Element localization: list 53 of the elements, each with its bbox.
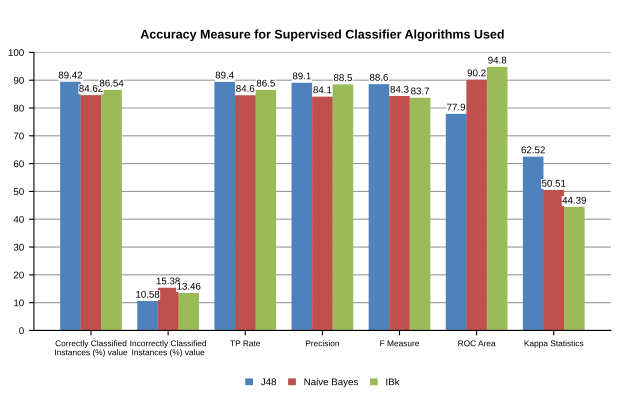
legend-label: Naive Bayes xyxy=(304,378,358,388)
bar xyxy=(137,301,158,330)
x-tick-label: ROC Area xyxy=(458,340,496,346)
data-label: 10.58 xyxy=(136,290,160,298)
data-label: 86.54 xyxy=(100,80,124,87)
bar xyxy=(332,84,354,330)
data-label: 90.2 xyxy=(468,69,486,76)
y-tick-label: 40 xyxy=(14,216,24,223)
bar xyxy=(178,293,199,330)
legend-label: IBk xyxy=(386,378,400,386)
y-tick-label: 10 xyxy=(14,299,24,306)
data-label: 89.42 xyxy=(58,72,82,78)
x-tick-label: TP Rate xyxy=(230,340,260,346)
data-label: 88.5 xyxy=(334,74,352,82)
y-tick-label: 90 xyxy=(14,76,24,84)
x-tick-label: Correctly Classified Instances (%) value xyxy=(55,340,128,357)
x-tick-label: F Measure xyxy=(380,340,420,346)
y-tick-label: 30 xyxy=(14,244,24,251)
bar xyxy=(214,82,235,330)
data-label: 84.3 xyxy=(390,86,409,93)
data-label: 50.51 xyxy=(542,180,566,187)
bar xyxy=(256,90,276,330)
bar xyxy=(486,66,508,330)
y-tick-label: 70 xyxy=(14,132,24,140)
bar xyxy=(101,90,122,330)
chart-title: Accuracy Measure for Supervised Classifier Algorithms Used xyxy=(140,29,504,42)
y-tick-label: 0 xyxy=(19,327,24,334)
x-tick-label: Incorrectly Classified Instances (%) value xyxy=(130,340,206,357)
x-tick-label: Precision xyxy=(306,340,339,346)
data-label: 84.6 xyxy=(236,85,254,92)
legend-label: J48 xyxy=(260,378,276,386)
data-label: 89.4 xyxy=(216,72,234,79)
data-label: 89.1 xyxy=(292,72,311,80)
y-tick-label: 80 xyxy=(14,104,24,112)
bar xyxy=(564,207,585,330)
data-label: 62.52 xyxy=(522,146,545,154)
data-label: 83.7 xyxy=(411,88,430,94)
y-tick-label: 100 xyxy=(8,49,24,56)
bar xyxy=(292,82,312,330)
y-tick-label: 50 xyxy=(14,188,24,196)
data-label: 86.5 xyxy=(256,80,275,87)
data-label: 84.1 xyxy=(313,86,332,94)
data-label: 44.39 xyxy=(562,196,586,204)
bar xyxy=(60,82,81,330)
data-label: 77.9 xyxy=(447,104,466,111)
y-tick-label: 20 xyxy=(14,272,24,278)
data-label: 13.46 xyxy=(177,282,200,290)
data-label: 88.6 xyxy=(370,74,388,81)
bar xyxy=(446,114,466,330)
y-tick-label: 60 xyxy=(14,160,24,168)
data-label: 94.8 xyxy=(488,56,506,64)
bar xyxy=(368,84,390,330)
x-tick-label: Kappa Statistics xyxy=(524,340,584,348)
